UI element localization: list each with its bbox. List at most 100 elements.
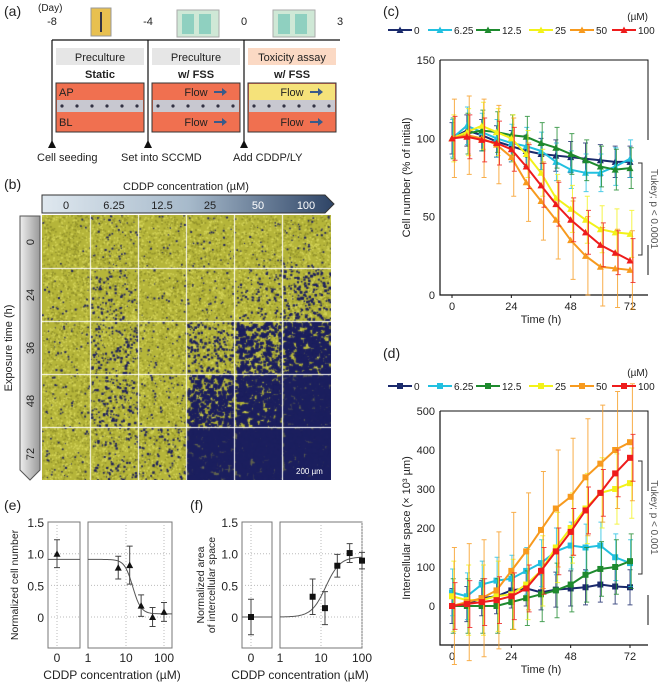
chart-cell-number: Tukey; p < 0.0001 0 24 48 72 0 50 100 150 Time (h… [388, 12, 659, 326]
x-tick-label: 0 [449, 301, 455, 313]
x-tick-label: 10 [119, 651, 133, 665]
data-point [114, 564, 122, 571]
event-marker-icon [144, 140, 152, 148]
data-point [582, 571, 589, 578]
legend-marker [537, 26, 545, 33]
data-point [478, 599, 485, 606]
stage-header: Preculture [171, 52, 221, 64]
concentration-label: 25 [204, 200, 216, 212]
data-point [582, 156, 589, 164]
stage-header-bg [248, 48, 336, 65]
data-point [493, 128, 500, 136]
flow-arrow-icon [310, 118, 323, 126]
apical-channel [57, 84, 143, 100]
data-point [537, 181, 545, 189]
y-axis-label: Normalized cell number [9, 529, 21, 640]
stage-header-bg [152, 48, 240, 65]
data-point [346, 550, 353, 557]
error-bar [556, 181, 562, 227]
data-point [582, 169, 589, 176]
cell-nucleus [216, 104, 220, 108]
data-point [537, 169, 545, 176]
day-label: (Day) [38, 3, 62, 14]
data-point [597, 489, 604, 496]
data-point [567, 216, 575, 223]
legend-marker [621, 383, 627, 389]
data-point [626, 230, 634, 237]
data-point [627, 480, 633, 487]
data-point [552, 587, 559, 594]
error-bar [541, 162, 547, 208]
data-point [334, 562, 341, 569]
scale-bar-label: 200 µm [296, 467, 323, 476]
data-point [538, 560, 544, 567]
cell-nucleus [201, 104, 205, 108]
cell-nucleus [120, 104, 124, 108]
data-point [567, 493, 574, 500]
x-tick-label: 72 [624, 651, 636, 663]
data-point [149, 613, 157, 620]
time-label: 0 [25, 239, 37, 245]
legend-label: 50 [596, 26, 608, 37]
data-point [463, 593, 470, 600]
apical-channel [249, 84, 335, 100]
cell-nucleus [171, 104, 175, 108]
time-label: 36 [25, 342, 37, 354]
cell-nucleus [231, 104, 235, 108]
data-point [567, 166, 575, 173]
data-point [627, 454, 633, 461]
error-bar [585, 216, 591, 296]
flow-arrow-icon [214, 118, 227, 126]
data-point [449, 603, 455, 609]
data-point [507, 153, 515, 161]
data-point [478, 581, 485, 588]
data-point [523, 595, 530, 602]
error-bar [526, 142, 532, 222]
cell-nucleus [60, 104, 64, 108]
y-tick-label: 200 [417, 523, 435, 535]
data-point [507, 145, 515, 153]
data-point [612, 564, 619, 570]
data-point [508, 593, 515, 600]
day-tick: 3 [337, 16, 343, 28]
legend-label: 50 [596, 382, 608, 393]
apical-label: Flow [280, 87, 303, 99]
legend-marker [484, 26, 492, 33]
series-100: 100 [449, 382, 655, 630]
legend-marker [579, 383, 585, 389]
x-axis-label: CDDP concentration (µM) [43, 668, 180, 682]
cell-layer [249, 100, 335, 112]
significance-annotation: Tukey; p < 0.0001 [648, 169, 659, 249]
concentration-label: 12.5 [151, 200, 172, 212]
day-tick: -4 [143, 16, 153, 28]
data-point [567, 585, 574, 592]
error-bar [511, 117, 517, 197]
day-tick: -8 [47, 16, 57, 28]
stage-mode: Static [85, 69, 115, 81]
data-point [523, 548, 530, 555]
fit-curve [279, 556, 363, 618]
x-tick-label: 72 [624, 301, 636, 313]
data-point [508, 575, 515, 582]
data-point [552, 144, 560, 151]
error-bar [615, 449, 621, 498]
data-point [626, 164, 634, 172]
data-point [611, 166, 619, 173]
data-point [596, 169, 604, 176]
x-axis-label: Time (h) [521, 664, 562, 676]
legend-marker [397, 383, 403, 389]
data-point [552, 152, 560, 159]
cell-nucleus [105, 104, 109, 108]
concentration-label: 100 [297, 200, 315, 212]
error-bar [600, 222, 606, 268]
data-point [523, 581, 530, 588]
data-point [596, 241, 604, 248]
y-tick-label: 150 [417, 55, 435, 67]
stage-header-bg [56, 48, 144, 65]
data-point [597, 460, 604, 467]
y-tick-label: 0.5 [221, 579, 238, 593]
flow-arrow-icon [214, 88, 227, 96]
x-tick-label: 24 [505, 301, 517, 313]
concentration-gradient-arrow [41, 194, 335, 214]
y-tick-label: 1.5 [27, 516, 44, 530]
